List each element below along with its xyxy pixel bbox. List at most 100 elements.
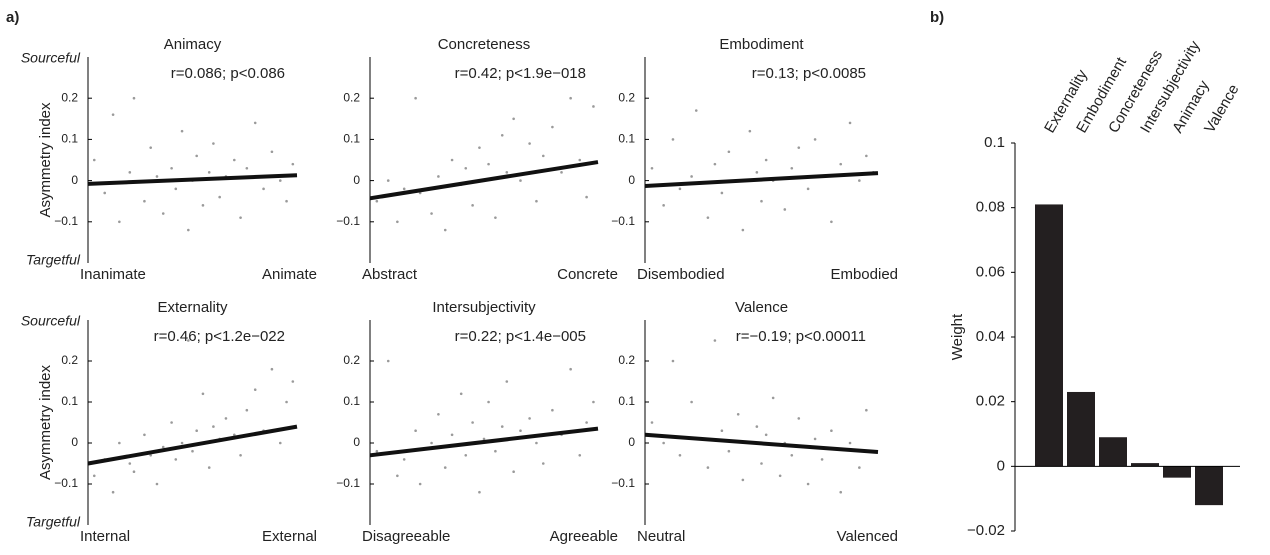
y-tick-label: 0 bbox=[997, 457, 1005, 474]
point bbox=[278, 441, 282, 445]
point bbox=[212, 425, 215, 428]
point bbox=[218, 195, 221, 199]
point bbox=[494, 449, 497, 453]
point bbox=[291, 380, 295, 383]
point bbox=[161, 212, 165, 215]
point bbox=[569, 367, 572, 371]
point bbox=[585, 421, 588, 424]
fit-line bbox=[369, 160, 599, 201]
point bbox=[487, 400, 490, 404]
bar bbox=[1067, 391, 1095, 467]
point bbox=[418, 482, 422, 486]
point bbox=[239, 454, 242, 457]
point bbox=[92, 474, 96, 478]
x-end-label: Concrete bbox=[557, 266, 618, 283]
point bbox=[512, 117, 515, 121]
point bbox=[270, 150, 274, 154]
annotation: r=0.46; p<1.2e−022 bbox=[154, 328, 285, 345]
point bbox=[778, 474, 782, 478]
point bbox=[233, 433, 236, 437]
y-end-label: Sourceful bbox=[21, 313, 81, 329]
y-tick-label: 0.02 bbox=[976, 393, 1005, 410]
x-end-label: Embodied bbox=[830, 266, 898, 283]
point bbox=[155, 175, 159, 178]
point bbox=[195, 154, 198, 158]
point bbox=[245, 166, 249, 170]
point bbox=[500, 133, 504, 137]
point bbox=[865, 154, 868, 158]
y-tick-label: 0.1 bbox=[343, 132, 360, 146]
y-tick-label: −0.02 bbox=[967, 522, 1005, 539]
point bbox=[253, 388, 257, 392]
y-tick-label: 0.1 bbox=[343, 394, 360, 408]
y-tick-label: 0.2 bbox=[61, 90, 78, 104]
y-end-label: Sourceful bbox=[21, 50, 81, 66]
annotation: r=0.22; p<1.4e−005 bbox=[455, 328, 586, 345]
point bbox=[128, 171, 132, 174]
point bbox=[783, 208, 787, 211]
point bbox=[239, 216, 242, 219]
point bbox=[482, 437, 486, 441]
y-tick-label: 0.2 bbox=[618, 90, 635, 104]
point bbox=[755, 425, 759, 428]
chart-title: Animacy bbox=[164, 36, 222, 53]
point bbox=[155, 482, 159, 486]
point bbox=[650, 421, 654, 424]
panel-label: a) bbox=[6, 9, 19, 26]
x-end-label: Internal bbox=[80, 528, 130, 545]
point bbox=[201, 204, 205, 207]
y-tick-label: −0.1 bbox=[54, 214, 78, 228]
point bbox=[771, 396, 775, 400]
y-tick-label: 0.1 bbox=[61, 132, 78, 146]
point bbox=[180, 441, 184, 445]
panel-label: b) bbox=[930, 9, 944, 26]
point bbox=[386, 359, 390, 363]
y-tick-label: 0.1 bbox=[61, 394, 78, 408]
chart-title: Concreteness bbox=[438, 36, 531, 53]
point bbox=[437, 413, 440, 416]
point bbox=[535, 441, 538, 445]
y-tick-label: −0.1 bbox=[336, 214, 360, 228]
y-tick-label: 0 bbox=[71, 173, 78, 187]
fit-line bbox=[369, 426, 599, 458]
y-tick-label: 0 bbox=[628, 173, 635, 187]
point bbox=[170, 166, 173, 170]
chart-title: Intersubjectivity bbox=[432, 299, 536, 316]
point bbox=[201, 392, 205, 396]
point bbox=[224, 417, 228, 420]
x-end-label: Disembodied bbox=[637, 266, 725, 283]
point bbox=[285, 199, 288, 203]
bar bbox=[1131, 463, 1159, 467]
point bbox=[443, 228, 447, 232]
point bbox=[690, 175, 693, 178]
annotation: r=−0.19; p<0.00011 bbox=[736, 328, 866, 345]
point bbox=[806, 187, 810, 191]
point bbox=[262, 187, 265, 191]
fit-line bbox=[87, 424, 298, 466]
point bbox=[585, 195, 588, 199]
point bbox=[132, 470, 136, 474]
y-tick-label: 0.2 bbox=[343, 90, 360, 104]
point bbox=[797, 417, 801, 420]
x-end-label: Agreeable bbox=[550, 528, 618, 545]
point bbox=[830, 220, 833, 224]
point bbox=[103, 191, 107, 195]
y-tick-label: 0 bbox=[628, 435, 635, 449]
y-tick-label: −0.1 bbox=[336, 476, 360, 490]
point bbox=[111, 113, 115, 116]
bar bbox=[1163, 466, 1191, 478]
x-end-label: Disagreeable bbox=[362, 528, 450, 545]
point bbox=[720, 429, 724, 433]
point bbox=[551, 125, 554, 129]
point bbox=[764, 433, 768, 437]
point bbox=[396, 474, 399, 478]
point bbox=[848, 441, 852, 445]
point bbox=[535, 199, 538, 203]
x-end-label: Abstract bbox=[362, 266, 418, 283]
point bbox=[500, 425, 504, 428]
point bbox=[813, 138, 817, 141]
point bbox=[528, 142, 531, 145]
point bbox=[128, 462, 132, 465]
point bbox=[592, 105, 595, 108]
point bbox=[839, 162, 843, 166]
